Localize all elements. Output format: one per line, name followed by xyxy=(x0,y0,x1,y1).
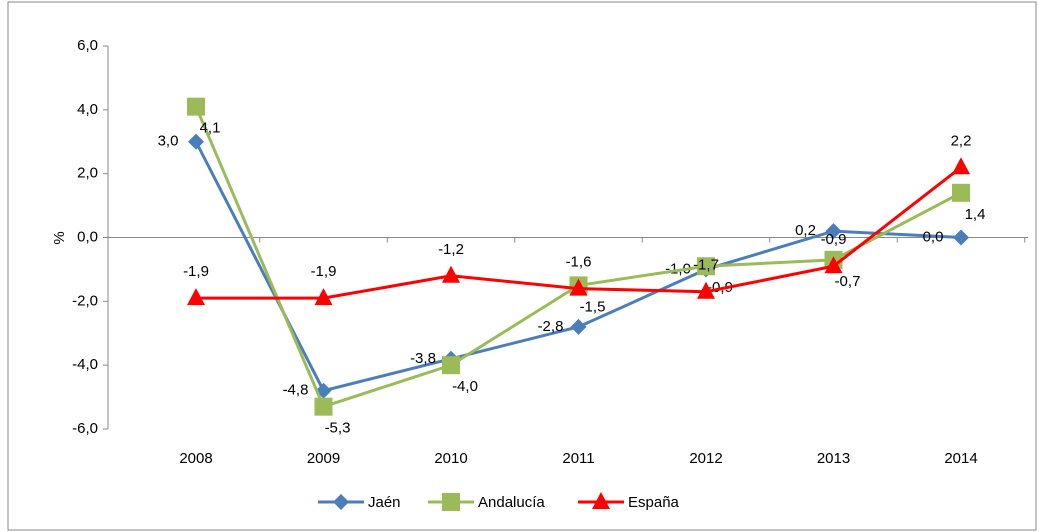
marker xyxy=(592,492,610,509)
data-label: -1,5 xyxy=(580,298,606,315)
marker xyxy=(188,133,204,150)
data-label: -1,9 xyxy=(183,263,209,280)
data-label: -1,7 xyxy=(693,257,719,274)
legend-label: Jaén xyxy=(368,494,401,511)
x-tick-label: 2011 xyxy=(562,450,594,467)
data-label: 3,0 xyxy=(158,133,179,150)
y-tick-label: -4,0 xyxy=(72,356,98,373)
data-label: -5,3 xyxy=(325,420,351,437)
marker xyxy=(314,288,333,306)
y-tick-label: -2,0 xyxy=(72,292,98,309)
data-label: 0,0 xyxy=(923,228,944,245)
data-label: 1,4 xyxy=(965,206,986,223)
y-tick-label: 0,0 xyxy=(77,228,98,245)
legend-label: Andalucía xyxy=(478,494,545,511)
data-label: -4,8 xyxy=(283,382,309,399)
data-label: 4,1 xyxy=(200,120,221,137)
x-tick-label: 2012 xyxy=(689,450,722,467)
marker xyxy=(953,229,969,246)
x-tick-label: 2009 xyxy=(307,450,340,467)
marker xyxy=(952,157,970,175)
y-axis-label: % xyxy=(51,231,68,244)
data-label: -2,8 xyxy=(538,318,564,335)
marker xyxy=(442,493,460,511)
marker xyxy=(314,397,333,416)
marker xyxy=(824,256,843,274)
marker xyxy=(187,288,205,306)
marker xyxy=(442,356,460,375)
marker xyxy=(333,494,349,510)
marker xyxy=(952,183,970,202)
data-label: -1,9 xyxy=(311,263,337,280)
marker xyxy=(570,318,587,335)
marker xyxy=(825,223,842,240)
data-label: -1,6 xyxy=(566,254,592,271)
x-tick-label: 2010 xyxy=(434,450,467,467)
marker xyxy=(187,97,205,116)
data-label: -3,8 xyxy=(410,350,436,367)
data-label: -1,0 xyxy=(665,260,691,277)
marker xyxy=(569,278,588,296)
y-tick-label: -6,0 xyxy=(72,420,98,437)
y-tick-label: 6,0 xyxy=(77,37,98,54)
legend-label: España xyxy=(628,494,680,511)
chart-frame xyxy=(7,1,1037,531)
data-label: -0,9 xyxy=(821,231,847,248)
marker xyxy=(697,257,715,276)
marker xyxy=(697,281,715,299)
data-label: -0,7 xyxy=(835,273,861,290)
x-tick-label: 2014 xyxy=(944,450,977,467)
x-tick-label: 2013 xyxy=(817,450,850,467)
x-tick-label: 2008 xyxy=(179,450,212,467)
y-tick-label: 2,0 xyxy=(77,165,98,182)
y-tick-label: 4,0 xyxy=(77,101,98,118)
data-label: -1,2 xyxy=(438,241,464,258)
marker xyxy=(442,265,460,283)
data-label: -4,0 xyxy=(452,378,478,395)
data-label: 2,2 xyxy=(951,132,972,149)
data-label: 0,2 xyxy=(795,222,816,239)
